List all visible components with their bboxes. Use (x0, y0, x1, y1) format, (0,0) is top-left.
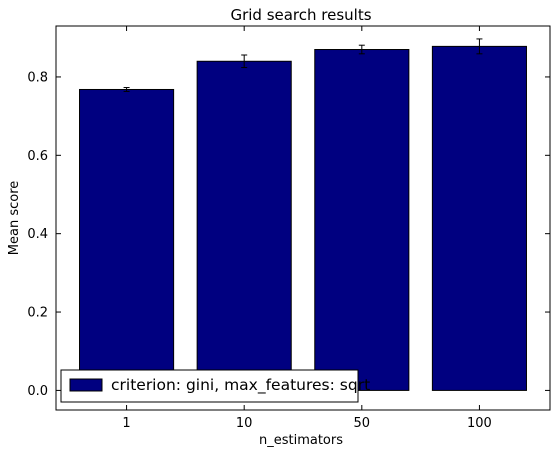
legend: criterion: gini, max_features: sqrt (60, 369, 370, 403)
y-tick-label: 0.4 (27, 227, 48, 242)
x-tick-label: 1 (122, 416, 130, 431)
plot-frame (55, 25, 551, 411)
bar (314, 49, 410, 391)
y-tick-label: 0.8 (27, 70, 48, 85)
chart-title: Grid search results (230, 6, 371, 24)
bar (79, 88, 175, 391)
legend-box (60, 369, 359, 403)
y-tick-label: 0.2 (27, 306, 48, 321)
bar (431, 45, 527, 391)
legend-swatch (69, 378, 103, 392)
y-tick-label: 0.6 (27, 149, 48, 164)
plot-area: 0.0 0.2 0.4 0.6 0.8 1 10 50 100 (27, 26, 550, 431)
y-axis-label: Mean score (7, 181, 22, 255)
x-tick-label: 50 (354, 416, 371, 431)
y-tick-label: 0.0 (27, 384, 48, 399)
x-tick-label: 10 (236, 416, 253, 431)
x-axis-label: n_estimators (259, 433, 343, 448)
x-tick-label: 100 (467, 416, 492, 431)
bar (196, 60, 292, 391)
legend-label: criterion: gini, max_features: sqrt (111, 376, 370, 395)
